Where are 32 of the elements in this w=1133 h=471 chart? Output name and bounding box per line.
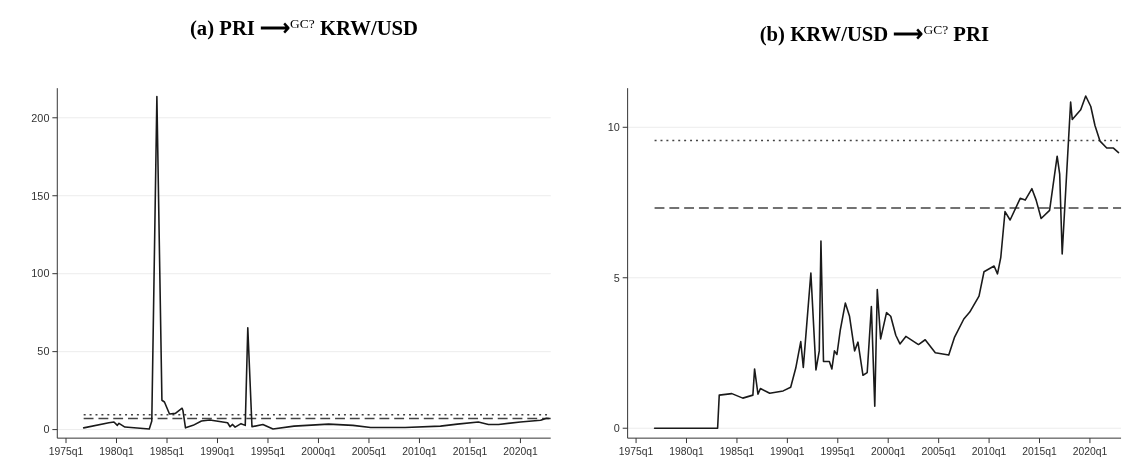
x-tick-label: 2000q1	[301, 445, 336, 457]
x-tick-label: 1995q1	[820, 445, 856, 457]
y-tick-label: 200	[31, 111, 50, 124]
line-series	[82, 95, 550, 430]
y-tick-label: 0	[43, 423, 50, 436]
x-tick-label: 1985q1	[719, 445, 755, 457]
y-tick-label: 10	[607, 121, 620, 134]
y-tick-label: 150	[31, 189, 50, 202]
x-tick-label: 1980q1	[99, 445, 134, 457]
x-tick-label: 1990q1	[770, 445, 805, 457]
chart-title: (a) PRI ⟶$^{GC?}$ KRW/USD	[189, 15, 419, 40]
x-tick-label: 1975q1	[48, 445, 84, 457]
y-tick-label: 5	[613, 271, 620, 284]
x-tick-label: 1985q1	[149, 445, 185, 457]
x-tick-label: 2010q1	[402, 445, 437, 457]
y-tick-label: 100	[31, 267, 50, 280]
x-tick-label: 2015q1	[452, 445, 488, 457]
x-tick-label: 1975q1	[618, 445, 654, 457]
x-tick-label: 1990q1	[200, 445, 235, 457]
x-tick-label: 2015q1	[1022, 445, 1058, 457]
x-tick-label: 2020q1	[1072, 445, 1108, 457]
line-series	[653, 95, 1120, 430]
chart-title: (b) KRW/USD ⟶$^{GC?}$ PRI	[759, 21, 989, 46]
y-tick-label: 50	[37, 345, 50, 358]
x-tick-label: 1980q1	[669, 445, 704, 457]
x-tick-label: 1995q1	[250, 445, 286, 457]
y-tick-label: 0	[613, 422, 620, 435]
x-tick-label: 2005q1	[921, 445, 957, 457]
x-tick-label: 2000q1	[870, 445, 906, 457]
x-tick-label: 2020q1	[503, 445, 538, 457]
x-tick-label: 2010q1	[971, 445, 1007, 457]
x-tick-label: 2005q1	[351, 445, 387, 457]
